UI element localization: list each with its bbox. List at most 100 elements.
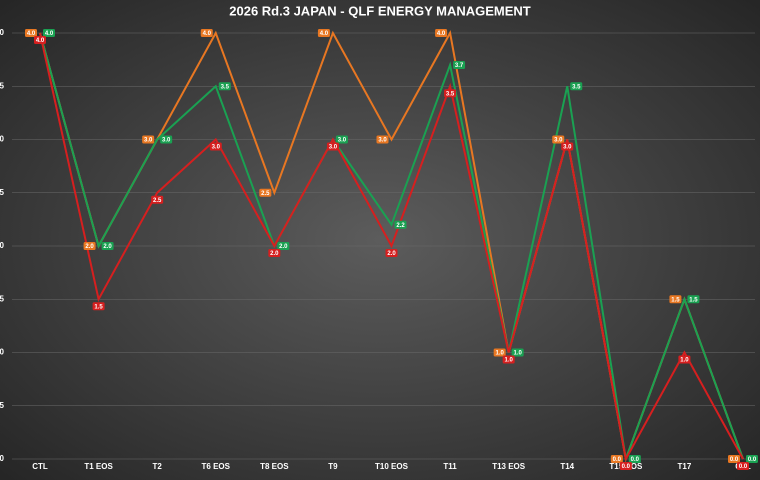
data-label-box [678,355,691,364]
data-label: 1.0 [513,351,522,357]
data-label-box [335,135,348,144]
data-label: 2.0 [387,251,396,257]
data-label: 0.0 [730,457,739,463]
x-tick-label: T9 [328,462,338,471]
y-tick-label: 3.5 [0,81,5,90]
data-label: 4.0 [27,31,36,37]
y-tick-label: 2.0 [0,241,5,250]
data-label: 1.5 [689,297,698,303]
data-label-box [552,135,565,144]
x-tick-label: T17 [678,462,692,471]
data-label-box [444,89,457,98]
data-label-box [268,249,281,257]
data-label: 4.0 [45,31,54,37]
data-label: 2.0 [279,244,288,250]
x-tick-label: T1 EOS [84,462,113,471]
x-tick-label: T13 EOS [492,462,526,471]
data-label-box [34,36,46,44]
data-label-box [619,462,632,470]
data-label: 4.0 [320,31,329,37]
data-label-box [687,295,700,304]
data-label: 1.0 [680,358,689,364]
data-label: 1.0 [504,358,513,364]
data-label-box [435,29,448,37]
data-label: 3.5 [221,84,230,90]
data-label-box [376,135,389,144]
data-label-box [209,142,222,151]
data-label-box [561,142,574,151]
x-tick-label: CTL [32,462,48,471]
data-label: 2.2 [396,223,405,229]
data-label: 1.5 [94,304,103,310]
data-label: 0.0 [631,457,640,463]
y-tick-label: 0.5 [0,401,5,410]
data-label-box [218,82,231,91]
data-label-box [101,242,114,250]
data-label-box [151,195,164,204]
data-label-box [200,29,213,37]
data-label-box [142,135,155,144]
data-label-box [570,82,583,91]
data-label-box [746,455,758,463]
data-label-box [511,348,524,357]
data-label: 0.0 [622,464,631,470]
y-tick-label: 4.0 [0,28,5,37]
y-tick-label: 0.0 [0,454,5,463]
data-label-box [728,455,740,463]
chart-title: 2026 Rd.3 JAPAN - QLF ENERGY MANAGEMENT [229,3,531,18]
y-tick-label: 2.5 [0,188,5,197]
data-label-box [92,302,105,311]
data-label: 2.0 [270,251,279,257]
data-label-box [259,188,272,197]
data-label: 2.5 [153,198,162,204]
y-tick-label: 1.5 [0,294,5,303]
data-label: 3.0 [329,145,338,151]
data-label-box [502,355,515,364]
data-label: 1.0 [495,351,504,357]
data-label: 4.0 [203,31,212,37]
data-label-box [737,462,749,470]
data-label: 3.0 [144,138,153,144]
data-label: 3.0 [212,145,221,151]
data-label: 3.0 [338,138,347,144]
data-label: 2.5 [261,191,270,197]
data-label: 0.0 [613,457,622,463]
x-tick-label: T14 [560,462,574,471]
data-label: 1.5 [671,297,680,303]
data-label-box [493,348,506,357]
y-tick-label: 1.0 [0,348,5,357]
data-label: 0.0 [748,457,757,463]
data-label: 0.0 [739,464,748,470]
data-label: 2.0 [103,244,112,250]
data-label: 3.5 [446,91,455,97]
data-label: 3.5 [572,84,581,90]
data-label: 3.0 [378,138,387,144]
x-tick-label: T6 EOS [202,462,231,471]
data-label: 3.7 [455,63,464,69]
data-label-box [317,29,330,37]
data-label-box [326,142,339,151]
data-label: 3.0 [554,138,563,144]
data-label-box [628,455,641,463]
data-label-box [277,242,290,250]
data-label-box [83,242,96,250]
data-label: 4.0 [437,31,446,37]
data-label: 4.0 [36,38,45,44]
x-tick-label: T8 EOS [260,462,289,471]
data-label: 3.0 [563,145,572,151]
data-label-box [385,249,398,257]
data-label-box [453,60,466,69]
data-label-box [610,455,623,463]
data-label-box [669,295,682,304]
data-label: 2.0 [85,244,94,250]
x-tick-label: T10 EOS [375,462,409,471]
data-label-box [43,29,55,37]
series-line [39,32,744,462]
data-label: 3.0 [162,138,171,144]
data-label-box [25,29,37,37]
x-tick-label: T11 [443,462,457,471]
data-label-box [160,135,173,144]
y-tick-label: 3.0 [0,135,5,144]
